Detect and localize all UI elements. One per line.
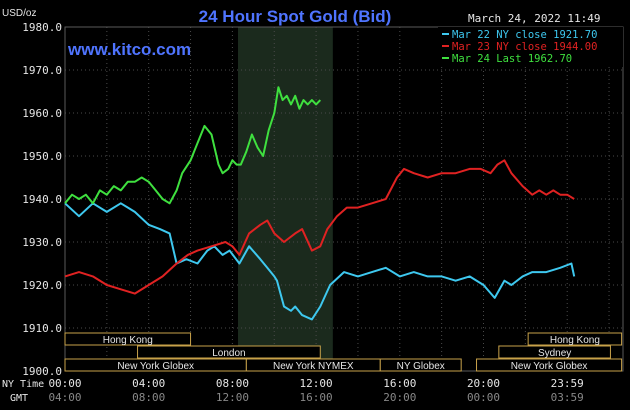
x-tick-label-ny: 08:00 <box>216 377 249 390</box>
session-label: New York Globex <box>511 361 588 372</box>
x-tick-label-gmt: 16:00 <box>300 391 333 404</box>
session-bar <box>379 358 462 372</box>
x-tick-label-gmt: 00:00 <box>467 391 500 404</box>
session-bar <box>137 345 321 359</box>
series-line <box>64 86 322 205</box>
x-axis-gmt-label: GMT <box>10 393 28 404</box>
y-tick-label: 1910.0 <box>22 322 62 335</box>
session-label: Hong Kong <box>103 335 153 346</box>
session-label: New York Globex <box>117 361 194 372</box>
session-label: New York NYMEX <box>273 361 354 372</box>
legend-entry: Mar 22 NY close 1921.70 <box>452 29 597 41</box>
x-tick-label-gmt: 20:00 <box>383 391 416 404</box>
y-tick-label: 1940.0 <box>22 193 62 206</box>
y-tick-label: 1950.0 <box>22 150 62 163</box>
y-tick-label: 1900.0 <box>22 365 62 378</box>
y-tick-label: 1970.0 <box>22 64 62 77</box>
x-tick-label-gmt: 04:00 <box>48 391 81 404</box>
x-axis-ny-label: NY Time <box>2 379 44 390</box>
y-tick-label: 1930.0 <box>22 236 62 249</box>
x-tick-label-ny: 04:00 <box>132 377 165 390</box>
session-label: Sydney <box>538 348 571 359</box>
x-tick-label-ny: 16:00 <box>383 377 416 390</box>
session-bar <box>476 358 623 372</box>
session-label: London <box>212 348 245 359</box>
chart-title: 24 Hour Spot Gold (Bid) <box>199 7 392 26</box>
x-tick-label-gmt: 03:59 <box>551 391 584 404</box>
session-bar <box>498 345 611 359</box>
series-line <box>64 202 576 321</box>
legend-entry: Mar 23 NY close 1944.00 <box>452 41 597 53</box>
x-tick-label-ny: 00:00 <box>48 377 81 390</box>
x-tick-label-ny: 23:59 <box>551 377 584 390</box>
datetime-stamp: March 24, 2022 11:49 <box>468 12 600 25</box>
session-bar <box>527 332 623 346</box>
x-tick-label-ny: 20:00 <box>467 377 500 390</box>
y-tick-label: 1920.0 <box>22 279 62 292</box>
y-unit-label: USD/oz <box>2 8 36 19</box>
x-tick-label-gmt: 08:00 <box>132 391 165 404</box>
legend-box <box>438 27 623 67</box>
website-label: www.kitco.com <box>67 40 191 59</box>
y-tick-label: 1960.0 <box>22 107 62 120</box>
x-tick-label-gmt: 12:00 <box>216 391 249 404</box>
session-label: Hong Kong <box>550 335 600 346</box>
session-bar <box>64 332 192 346</box>
series-line <box>64 159 575 295</box>
y-tick-label: 1980.0 <box>22 21 62 34</box>
x-tick-label-ny: 12:00 <box>300 377 333 390</box>
legend-entry: Mar 24 Last 1962.70 <box>452 53 572 65</box>
session-label: NY Globex <box>397 361 445 372</box>
